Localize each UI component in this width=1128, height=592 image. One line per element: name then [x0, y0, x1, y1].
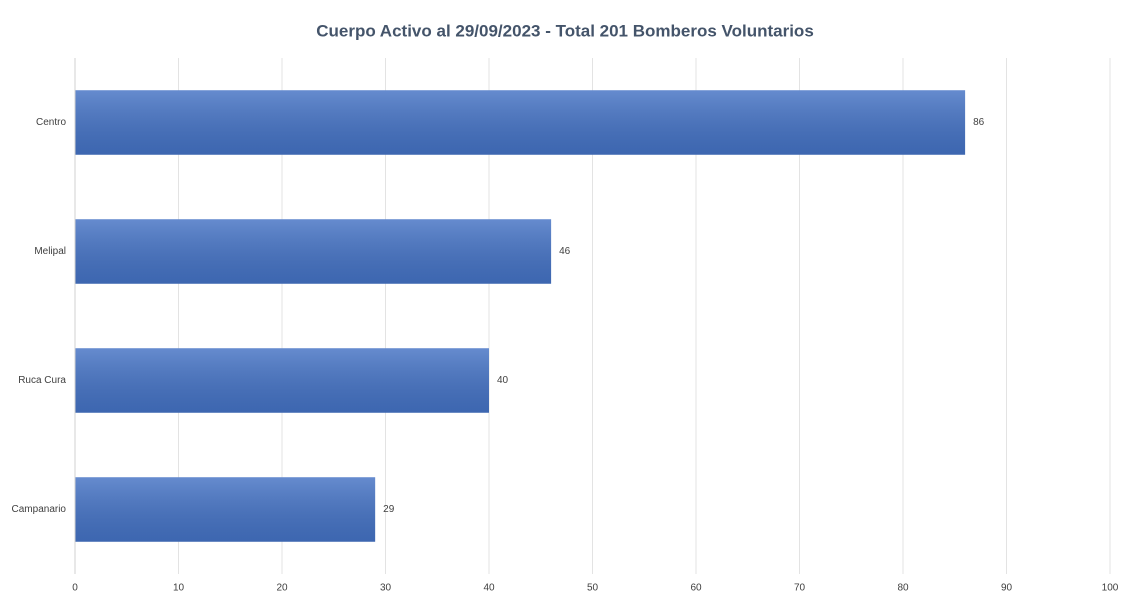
x-tick-label: 80 — [897, 583, 909, 592]
y-tick-label: Ruca Cura — [18, 375, 66, 386]
y-tick-label: Campanario — [12, 504, 67, 515]
y-tick-label: Melipal — [34, 246, 66, 257]
data-label: 29 — [383, 504, 395, 515]
x-tick-label: 50 — [587, 583, 599, 592]
x-tick-label: 40 — [483, 583, 495, 592]
data-label: 46 — [559, 246, 571, 257]
data-label: 40 — [497, 375, 509, 386]
x-tick-label: 30 — [380, 583, 392, 592]
x-tick-label: 100 — [1102, 583, 1119, 592]
bar — [75, 219, 552, 284]
y-tick-label: Centro — [36, 117, 66, 128]
x-tick-label: 60 — [690, 583, 702, 592]
x-tick-label: 90 — [1001, 583, 1013, 592]
x-tick-label: 10 — [173, 583, 185, 592]
x-tick-label: 0 — [72, 583, 78, 592]
data-label: 86 — [973, 117, 985, 128]
bar — [75, 348, 489, 413]
bar — [75, 90, 966, 155]
chart-title: Cuerpo Activo al 29/09/2023 - Total 201 … — [316, 21, 814, 40]
x-tick-label: 70 — [794, 583, 806, 592]
bar — [75, 477, 376, 542]
x-tick-label: 20 — [276, 583, 288, 592]
